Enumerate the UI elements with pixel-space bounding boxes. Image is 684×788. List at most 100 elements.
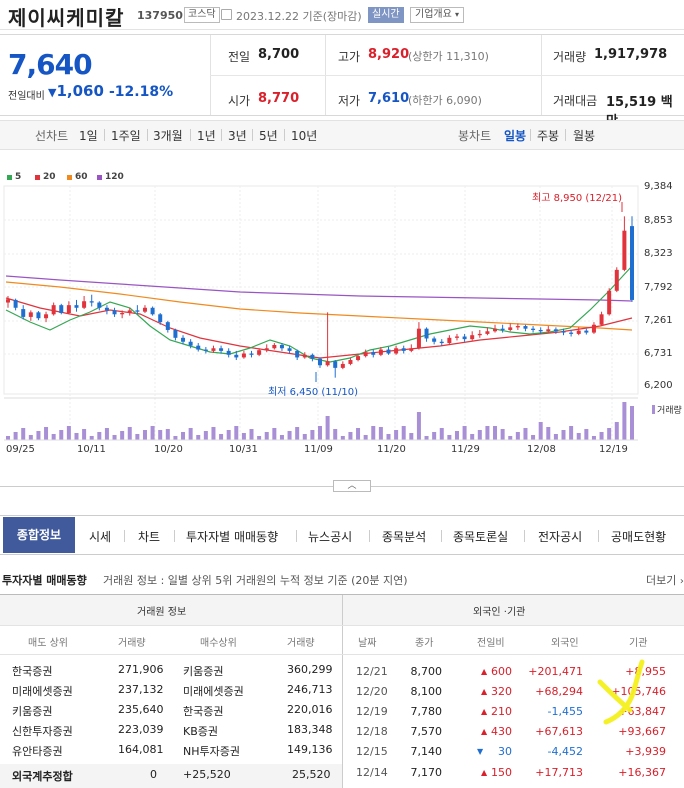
row-close: 7,570 xyxy=(410,725,443,738)
row-change: 320 xyxy=(491,685,512,698)
col-header: 종가 xyxy=(415,638,434,649)
broker-name[interactable]: 한국증권 xyxy=(12,665,53,678)
tab-1-day[interactable]: 1일 xyxy=(79,129,98,143)
broker-name[interactable]: 키움증권 xyxy=(12,705,53,718)
y-tick: 6,200 xyxy=(644,380,673,391)
x-tick: 11/20 xyxy=(377,444,406,455)
x-tick: 10/31 xyxy=(229,444,258,455)
calendar-icon xyxy=(221,9,232,20)
volume-bar xyxy=(51,434,56,440)
nav-tab-news[interactable]: 뉴스공시 xyxy=(308,530,353,544)
legend-swatch-20 xyxy=(35,175,40,180)
high-label: 고가 xyxy=(338,50,361,64)
volume-bar xyxy=(439,428,444,440)
market-badge: 코스닥 xyxy=(184,7,220,23)
volume-bar xyxy=(630,406,634,440)
broker-name[interactable]: 유안타증권 xyxy=(12,745,63,758)
nav-tab-chart[interactable]: 차트 xyxy=(138,530,161,544)
prev-close-label: 전일 xyxy=(228,50,251,64)
row-change: 600 xyxy=(491,665,512,678)
broker-name[interactable]: 한국증권 xyxy=(183,705,224,718)
nav-tab-quotes[interactable]: 시세 xyxy=(89,530,112,544)
candle xyxy=(348,360,353,364)
candle xyxy=(607,290,612,315)
broker-volume: 360,299 xyxy=(287,663,333,676)
candle xyxy=(493,328,498,332)
investor-trading-tables xyxy=(0,594,684,788)
legend-60: 60 xyxy=(75,172,88,182)
broker-volume: 164,081 xyxy=(118,743,164,756)
candle xyxy=(120,312,125,315)
candle xyxy=(447,337,452,344)
row-close: 7,780 xyxy=(410,705,443,718)
nav-tab-disclosure[interactable]: 전자공시 xyxy=(538,530,583,544)
tab-weekly[interactable]: 주봉 xyxy=(537,129,560,143)
tab-3-month[interactable]: 3개월 xyxy=(153,129,183,143)
volume-bar xyxy=(356,428,361,440)
nav-tab-investor-trading[interactable]: 투자자별 매매동향 xyxy=(186,530,279,544)
legend-120: 120 xyxy=(105,172,124,182)
candle xyxy=(173,329,178,338)
candle xyxy=(508,327,513,330)
divider xyxy=(0,625,684,626)
volume-bar xyxy=(485,426,490,440)
candle xyxy=(318,358,322,366)
volume-bar xyxy=(310,430,315,440)
tab-10-year[interactable]: 10년 xyxy=(291,129,318,143)
volume-bar xyxy=(188,428,193,440)
candle xyxy=(424,328,429,339)
x-tick: 12/08 xyxy=(527,444,556,455)
broker-name[interactable]: 신한투자증권 xyxy=(12,725,73,738)
legend-20: 20 xyxy=(43,172,56,182)
row-change: 30 xyxy=(498,745,512,758)
candle xyxy=(241,353,246,358)
nav-tab-short-selling[interactable]: 공매도현황 xyxy=(611,530,667,544)
nav-tab-overview[interactable]: 종합정보 xyxy=(3,517,75,553)
tab-daily[interactable]: 일봉 xyxy=(504,129,527,143)
tab-1-year[interactable]: 1년 xyxy=(197,129,216,143)
tab-5-year[interactable]: 5년 xyxy=(259,129,278,143)
volume-bar xyxy=(348,432,353,440)
company-info-button[interactable]: 기업개요 ▾ xyxy=(410,7,465,23)
section-description: 거래원 정보 : 일별 상위 5위 거래원의 누적 정보 기준 (20분 지연) xyxy=(103,574,408,587)
x-tick: 10/11 xyxy=(77,444,106,455)
lower-limit: (하한가 6,090) xyxy=(408,94,482,107)
tab-3-year[interactable]: 3년 xyxy=(228,129,247,143)
candle xyxy=(432,338,437,342)
price-chart[interactable] xyxy=(0,180,684,480)
candle xyxy=(515,326,520,328)
candle xyxy=(74,305,79,308)
nav-tab-analysis[interactable]: 종목분석 xyxy=(382,530,427,544)
highlight-mark xyxy=(597,659,645,725)
tab-line-chart[interactable]: 선차트 xyxy=(35,129,69,143)
col-header: 기관 xyxy=(629,638,648,649)
ma60-line xyxy=(5,281,633,331)
broker-name[interactable]: 미래에셋증권 xyxy=(12,685,73,698)
divider xyxy=(530,129,531,141)
divider xyxy=(104,129,105,141)
nav-tab-forum[interactable]: 종목토론실 xyxy=(453,530,509,544)
row-institution: +16,367 xyxy=(618,766,666,779)
broker-name[interactable]: 키움증권 xyxy=(183,665,224,678)
tab-candle-chart[interactable]: 봉차트 xyxy=(458,129,492,143)
broker-name[interactable]: 미래에셋증권 xyxy=(183,685,244,698)
realtime-button[interactable]: 실시간 xyxy=(368,7,404,23)
collapse-chart-button[interactable]: ︿ xyxy=(333,480,371,492)
candle xyxy=(630,226,634,300)
volume-bar xyxy=(325,416,330,440)
broker-volume: 246,713 xyxy=(287,683,333,696)
broker-name[interactable]: KB증권 xyxy=(183,725,218,738)
volume-bar xyxy=(569,426,574,440)
broker-name[interactable]: NH투자증권 xyxy=(183,745,240,758)
upper-limit: (상한가 11,310) xyxy=(408,50,489,63)
volume-bar xyxy=(279,435,284,440)
volume-bar xyxy=(477,430,482,440)
high-price: 8,920 xyxy=(368,47,410,62)
tab-1-week[interactable]: 1주일 xyxy=(111,129,141,143)
broker-volume: 235,640 xyxy=(118,703,164,716)
more-link[interactable]: 더보기 › xyxy=(646,574,684,587)
candle xyxy=(394,348,399,354)
broker-panel-header xyxy=(0,595,342,625)
volume-bar xyxy=(196,435,201,440)
tab-monthly[interactable]: 월봉 xyxy=(573,129,596,143)
